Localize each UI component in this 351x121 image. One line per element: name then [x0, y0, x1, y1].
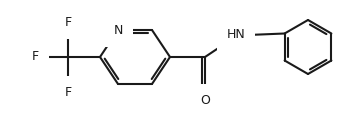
Text: F: F [65, 86, 72, 98]
Text: F: F [32, 50, 39, 64]
Text: N: N [113, 23, 123, 37]
Text: F: F [65, 15, 72, 29]
Text: HN: HN [227, 29, 245, 42]
Text: O: O [200, 94, 210, 106]
